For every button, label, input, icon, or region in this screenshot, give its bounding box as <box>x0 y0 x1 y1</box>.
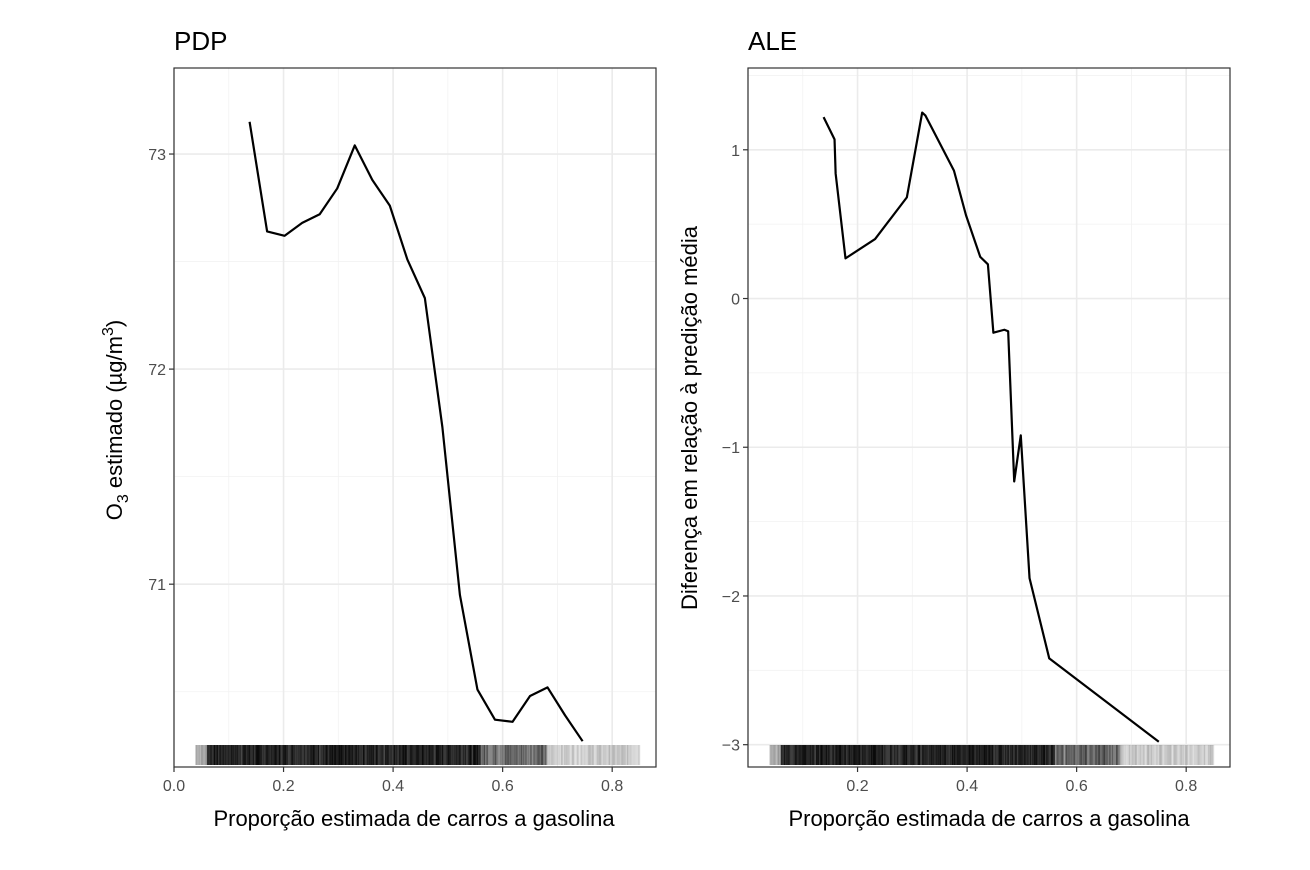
pdp-y-tick-label: 71 <box>148 577 166 594</box>
ale-title: ALE <box>748 26 797 56</box>
ale-x-tick-label: 0.4 <box>956 778 978 795</box>
ale-y-axis-title: Diferença em relação à predição média <box>677 225 702 610</box>
ale-y-tick-label: −2 <box>722 589 740 606</box>
ale-series-line <box>822 111 1160 743</box>
ale-y-tick-label: 1 <box>731 143 740 160</box>
ale-x-axis-title: Proporção estimada de carros a gasolina <box>788 806 1190 831</box>
pdp-y-axis-title: O3 estimado (µg/m3) <box>100 320 132 520</box>
ale-panel-border <box>747 67 1231 768</box>
ale-x-tick-label: 0.8 <box>1175 778 1197 795</box>
ale-y-ticks: −3 −2 −1 0 1 <box>722 143 748 755</box>
pdp-panel-border <box>173 67 657 768</box>
pdp-rug <box>195 745 641 765</box>
pdp-x-axis-title: Proporção estimada de carros a gasolina <box>213 806 615 831</box>
pdp-x-tick-label: 0.2 <box>272 778 294 795</box>
ale-rug <box>769 745 1215 765</box>
pdp-ylabel-sup: 3 <box>100 327 117 336</box>
pdp-x-tick-label: 0.0 <box>163 778 185 795</box>
ale-grid <box>747 68 1230 767</box>
pdp-grid <box>173 68 656 767</box>
pdp-x-tick-label: 0.8 <box>601 778 623 795</box>
pdp-ylabel-sub: 3 <box>115 494 132 503</box>
pdp-y-ticks: 71 72 73 <box>148 147 174 594</box>
pdp-title: PDP <box>174 26 227 56</box>
pdp-ylabel-close: ) <box>102 320 127 327</box>
ale-x-ticks: 0.2 0.4 0.6 0.8 <box>846 767 1197 795</box>
pdp-x-ticks: 0.0 0.2 0.4 0.6 0.8 <box>163 767 623 795</box>
ale-panel: ALE 0.2 0.4 0.6 0.8 −3 −2 −1 0 1 Proporção esti… <box>677 26 1231 831</box>
pdp-x-tick-label: 0.4 <box>382 778 404 795</box>
pdp-panel: PDP 0.0 0.2 0.4 0.6 0.8 71 72 73 Proporção est… <box>100 26 657 831</box>
pdp-ylabel-main: O <box>102 503 127 520</box>
pdp-y-tick-label: 72 <box>148 362 166 379</box>
pdp-x-tick-label: 0.6 <box>492 778 514 795</box>
ale-x-tick-label: 0.6 <box>1066 778 1088 795</box>
ale-y-tick-label: −3 <box>722 738 740 755</box>
ale-x-tick-label: 0.2 <box>846 778 868 795</box>
pdp-ylabel-rest: estimado (µg/m <box>102 336 127 494</box>
pdp-series-line <box>248 121 584 742</box>
ale-y-tick-label: −1 <box>722 440 740 457</box>
ale-y-tick-label: 0 <box>731 292 740 309</box>
pdp-y-tick-label: 73 <box>148 147 166 164</box>
